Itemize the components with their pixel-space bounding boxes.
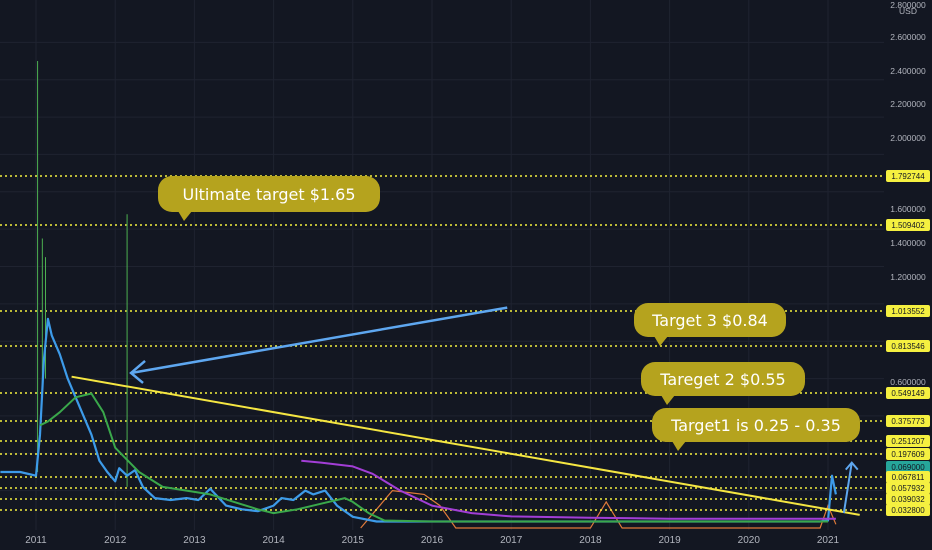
price-tag: [886, 471, 930, 483]
x-tick-label: 2017: [500, 535, 523, 546]
price-tag: [886, 170, 930, 182]
callout-bubble: [158, 176, 380, 212]
y-tick-label: 2.000000: [890, 133, 926, 143]
price-tag-label: 0.813546: [891, 342, 925, 351]
price-tag: [886, 493, 930, 505]
callout-bubble: [652, 408, 860, 442]
series-ma-green: [39, 392, 828, 523]
callout-tail: [672, 441, 686, 451]
x-tick-label: 2011: [25, 535, 47, 546]
price-tag: [886, 219, 930, 231]
price-axis[interactable]: USD 1.792744 1.509402 1.013552 0.813546 0.54…: [884, 0, 932, 550]
price-tag: [886, 435, 930, 447]
x-tick-label: 2013: [183, 535, 206, 546]
y-tick-label: 2.200000: [890, 99, 926, 109]
currency-label: USD: [899, 6, 917, 16]
chart-annotations: Ultimate target $1.65 Target 3 $0.84 Tareg…: [129, 176, 860, 514]
volume-profile: [360, 489, 837, 529]
price-tag: [886, 305, 930, 317]
x-tick-label: 2012: [104, 535, 127, 546]
callout-bubble: [634, 303, 786, 337]
callout-text: Target1 is 0.25 - 0.35: [670, 416, 841, 435]
arrow-head-icon: [129, 360, 146, 384]
y-tick-label: 1.200000: [890, 272, 926, 282]
x-tick-label: 2014: [262, 535, 285, 546]
volume-line: [360, 489, 837, 529]
price-tag: [886, 504, 930, 516]
callout-tail: [178, 211, 192, 221]
price-tag-label: 0.067811: [892, 473, 925, 482]
up-arrow-head-icon: [845, 461, 859, 471]
y-tick-label: 1.400000: [890, 238, 926, 248]
callout-bubble: [641, 362, 805, 396]
y-tick-label: 2.800000: [890, 0, 926, 10]
price-tag: [886, 482, 930, 494]
series-ma-purple: [301, 459, 836, 520]
price-tag: [886, 461, 930, 473]
callout-text: Ultimate target $1.65: [182, 185, 355, 204]
callout-text: Target 3 $0.84: [651, 311, 768, 330]
price-tag-label: 1.509402: [891, 221, 925, 230]
price-tag: [886, 340, 930, 352]
price-tag: [886, 387, 930, 399]
price-tag-label: 0.375773: [891, 417, 925, 426]
x-tick-label: 2016: [421, 535, 444, 546]
x-tick-label: 2019: [658, 535, 681, 546]
chart-series: [0, 61, 860, 523]
x-tick-label: 2015: [342, 535, 365, 546]
x-tick-label: 2020: [738, 535, 761, 546]
series-trend-line: [71, 375, 860, 516]
time-axis[interactable]: 2011 2012 2013 2014 2015 2016 2017 2018 2019 2020…: [25, 535, 839, 546]
up-arrow-shaft: [842, 462, 853, 514]
callout-tail: [661, 395, 675, 405]
price-tag-label: 0.549149: [891, 389, 925, 398]
y-tick-label: 0.600000: [890, 377, 926, 387]
price-tag-label: 0.057932: [891, 484, 925, 493]
price-tag-label: 0.032800: [891, 506, 925, 515]
price-tag-label: 1.013552: [891, 307, 925, 316]
price-tag-label: 0.197609: [891, 450, 925, 459]
callout-tail: [654, 336, 668, 346]
price-tag: [886, 415, 930, 427]
price-tag: [886, 448, 930, 460]
arrow-shaft: [130, 306, 508, 375]
x-tick-label: 2021: [817, 535, 840, 546]
y-tick-label: 1.600000: [890, 204, 926, 214]
price-tag-label: 0.069000: [891, 463, 925, 472]
price-tag-label: 1.792744: [891, 172, 925, 181]
callout-text: Tareget 2 $0.55: [659, 370, 785, 389]
price-tag-label: 0.039032: [891, 495, 925, 504]
y-tick-label: 2.400000: [890, 66, 926, 76]
price-tag-label: 0.251207: [891, 437, 925, 446]
x-tick-label: 2018: [579, 535, 602, 546]
y-tick-label: 2.600000: [890, 32, 926, 42]
